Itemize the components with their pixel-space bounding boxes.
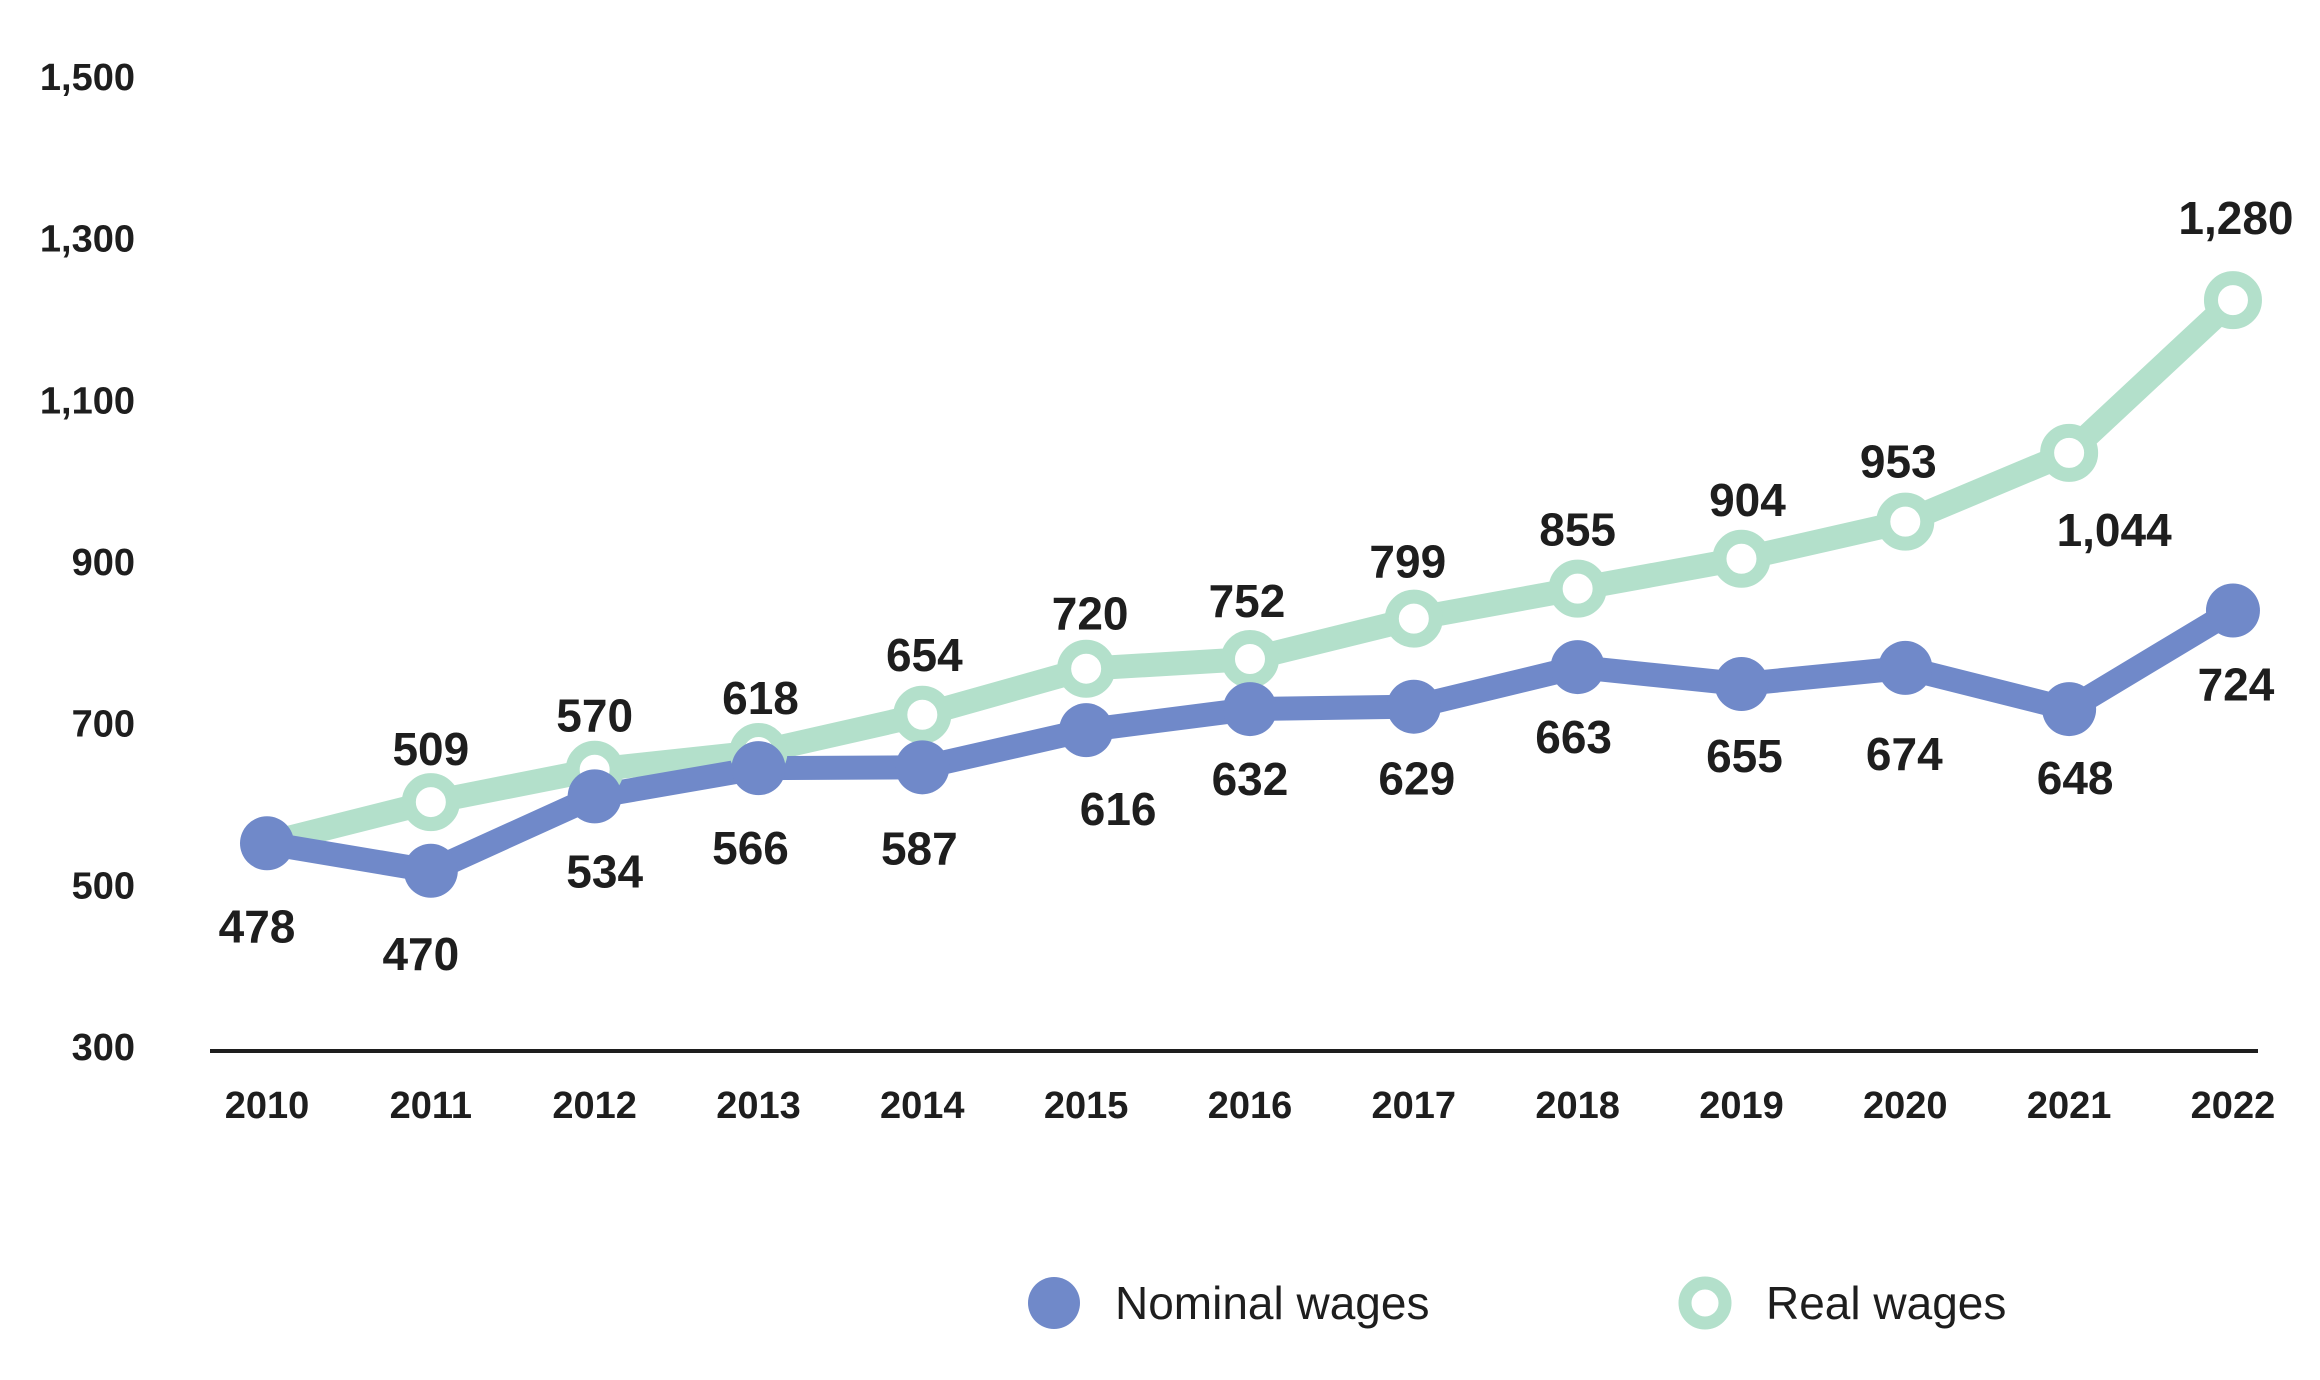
data-label-nominal-wages: 478 <box>219 900 296 952</box>
data-point-real-wages <box>893 685 952 744</box>
y-tick-label: 1,100 <box>40 380 135 422</box>
legend-label-real-wages: Real wages <box>1766 1277 2006 1329</box>
legend-item-real-wages: Real wages <box>1678 1276 2006 1330</box>
data-label-real-wages: 618 <box>722 672 799 724</box>
data-label-nominal-wages: 534 <box>566 845 643 897</box>
data-point-nominal-wages <box>2205 583 2260 638</box>
x-tick-label: 2020 <box>1863 1085 1948 1127</box>
data-label-nominal-wages: 663 <box>1535 711 1612 763</box>
data-label-nominal-wages: 587 <box>881 822 958 874</box>
data-point-real-wages <box>1548 559 1607 618</box>
y-tick-label: 500 <box>72 865 135 907</box>
data-label-nominal-wages: 629 <box>1378 753 1455 805</box>
data-label-real-wages: 1,044 <box>2057 504 2173 556</box>
data-point-nominal-wages <box>1059 703 1114 758</box>
legend-marker-nominal-wages <box>1028 1277 1080 1329</box>
data-label-nominal-wages: 674 <box>1866 728 1943 780</box>
data-point-nominal-wages <box>567 769 622 824</box>
data-label-nominal-wages: 655 <box>1706 730 1783 782</box>
data-point-real-wages <box>1876 492 1935 551</box>
x-axis-ticks: 2010 2011 2012 2013 2014 2015 2016 2017 2018 2019… <box>225 1085 2276 1127</box>
data-point-nominal-wages <box>895 740 950 795</box>
data-label-real-wages: 1,280 <box>2178 192 2293 244</box>
y-tick-label: 900 <box>72 542 135 584</box>
y-tick-label: 1,300 <box>40 219 135 261</box>
data-label-real-wages: 799 <box>1369 536 1446 588</box>
data-point-nominal-wages <box>731 741 786 796</box>
data-point-real-wages <box>2203 271 2262 330</box>
x-tick-label: 2014 <box>880 1085 965 1127</box>
data-label-nominal-wages: 616 <box>1080 783 1157 835</box>
data-point-real-wages <box>2040 423 2099 482</box>
data-point-nominal-wages <box>1550 640 1605 695</box>
legend-label-nominal-wages: Nominal wages <box>1115 1277 1429 1329</box>
legend-marker-real-wages <box>1678 1276 1732 1330</box>
data-label-real-wages: 570 <box>556 690 633 742</box>
data-label-real-wages: 509 <box>392 723 469 775</box>
data-labels: 478 470 534 566 587 616 632 629 663 655 674 648 724 5… <box>219 192 2294 980</box>
data-point-real-wages <box>401 773 460 832</box>
x-tick-label: 2017 <box>1372 1085 1457 1127</box>
data-label-nominal-wages: 470 <box>382 928 459 980</box>
data-label-real-wages: 654 <box>886 629 963 681</box>
data-label-real-wages: 953 <box>1860 436 1937 488</box>
data-point-nominal-wages <box>240 816 294 871</box>
data-point-real-wages <box>1057 639 1116 698</box>
x-tick-label: 2013 <box>716 1085 801 1127</box>
series-points <box>240 271 2262 898</box>
data-label-real-wages: 904 <box>1709 474 1786 526</box>
data-label-nominal-wages: 632 <box>1212 753 1289 805</box>
y-axis-ticks: 1,500 1,300 1,100 900 700 500 300 <box>40 57 135 1069</box>
data-label-nominal-wages: 724 <box>2198 659 2275 711</box>
x-tick-label: 2021 <box>2027 1085 2112 1127</box>
legend-item-nominal-wages: Nominal wages <box>1028 1277 1429 1329</box>
data-point-nominal-wages <box>1714 657 1769 712</box>
x-tick-label: 2022 <box>2191 1085 2276 1127</box>
x-tick-label: 2015 <box>1044 1085 1129 1127</box>
data-point-nominal-wages <box>1222 682 1277 737</box>
x-tick-label: 2010 <box>225 1085 310 1127</box>
x-tick-label: 2016 <box>1208 1085 1293 1127</box>
data-point-nominal-wages <box>403 843 458 898</box>
x-tick-label: 2012 <box>552 1085 637 1127</box>
data-label-nominal-wages: 648 <box>2037 752 2114 804</box>
x-tick-label: 2011 <box>390 1085 472 1127</box>
data-label-real-wages: 855 <box>1539 504 1616 556</box>
legend: Nominal wages Real wages <box>1028 1276 2006 1330</box>
data-point-real-wages <box>1712 529 1771 588</box>
data-label-nominal-wages: 566 <box>712 822 789 874</box>
data-point-real-wages <box>1220 630 1279 688</box>
data-label-real-wages: 720 <box>1052 588 1129 640</box>
x-tick-label: 2019 <box>1699 1085 1784 1127</box>
data-point-real-wages <box>1384 589 1443 648</box>
data-point-nominal-wages <box>1386 679 1441 734</box>
data-label-real-wages: 752 <box>1209 575 1286 627</box>
y-tick-label: 700 <box>72 704 135 746</box>
data-point-nominal-wages <box>2042 682 2097 737</box>
data-point-nominal-wages <box>1878 640 1933 695</box>
y-tick-label: 1,500 <box>40 57 135 99</box>
x-tick-label: 2018 <box>1535 1085 1620 1127</box>
y-tick-label: 300 <box>72 1027 135 1069</box>
